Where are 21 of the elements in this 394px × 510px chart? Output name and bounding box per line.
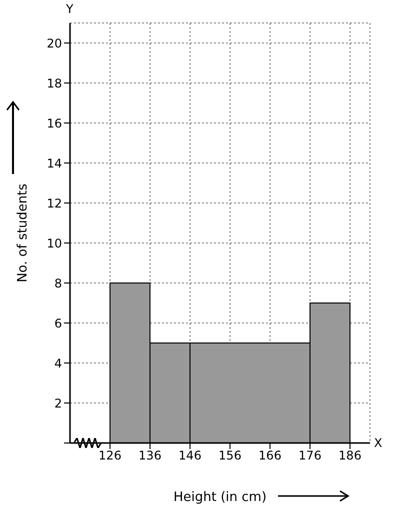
text: Y — [66, 2, 74, 16]
x-tick-label: 156 — [218, 448, 242, 463]
x-axis-title: Height (in cm) — [173, 490, 267, 505]
x-tick-label: 166 — [258, 448, 282, 463]
y-axis-title: No. of students — [16, 183, 31, 282]
x-tick-label: 126 — [98, 448, 122, 463]
y-tick-label: 16 — [46, 116, 62, 130]
x-tick-label: 146 — [178, 448, 202, 463]
y-tick-label: 6 — [54, 316, 62, 330]
y-tick-label: 8 — [54, 276, 62, 290]
x-tick-label: 136 — [138, 448, 162, 463]
x-tick-label: 186 — [338, 448, 362, 463]
x-tick-label: 176 — [298, 448, 322, 463]
y-tick-label: 4 — [54, 356, 62, 370]
text: X — [374, 436, 382, 450]
y-tick-label: 2 — [54, 396, 62, 410]
y-tick-label: 20 — [46, 36, 62, 50]
y-tick-label: 18 — [46, 76, 62, 90]
y-tick-label: 10 — [46, 236, 62, 250]
y-tick-label: 12 — [46, 196, 62, 210]
y-tick-label: 14 — [46, 156, 62, 170]
